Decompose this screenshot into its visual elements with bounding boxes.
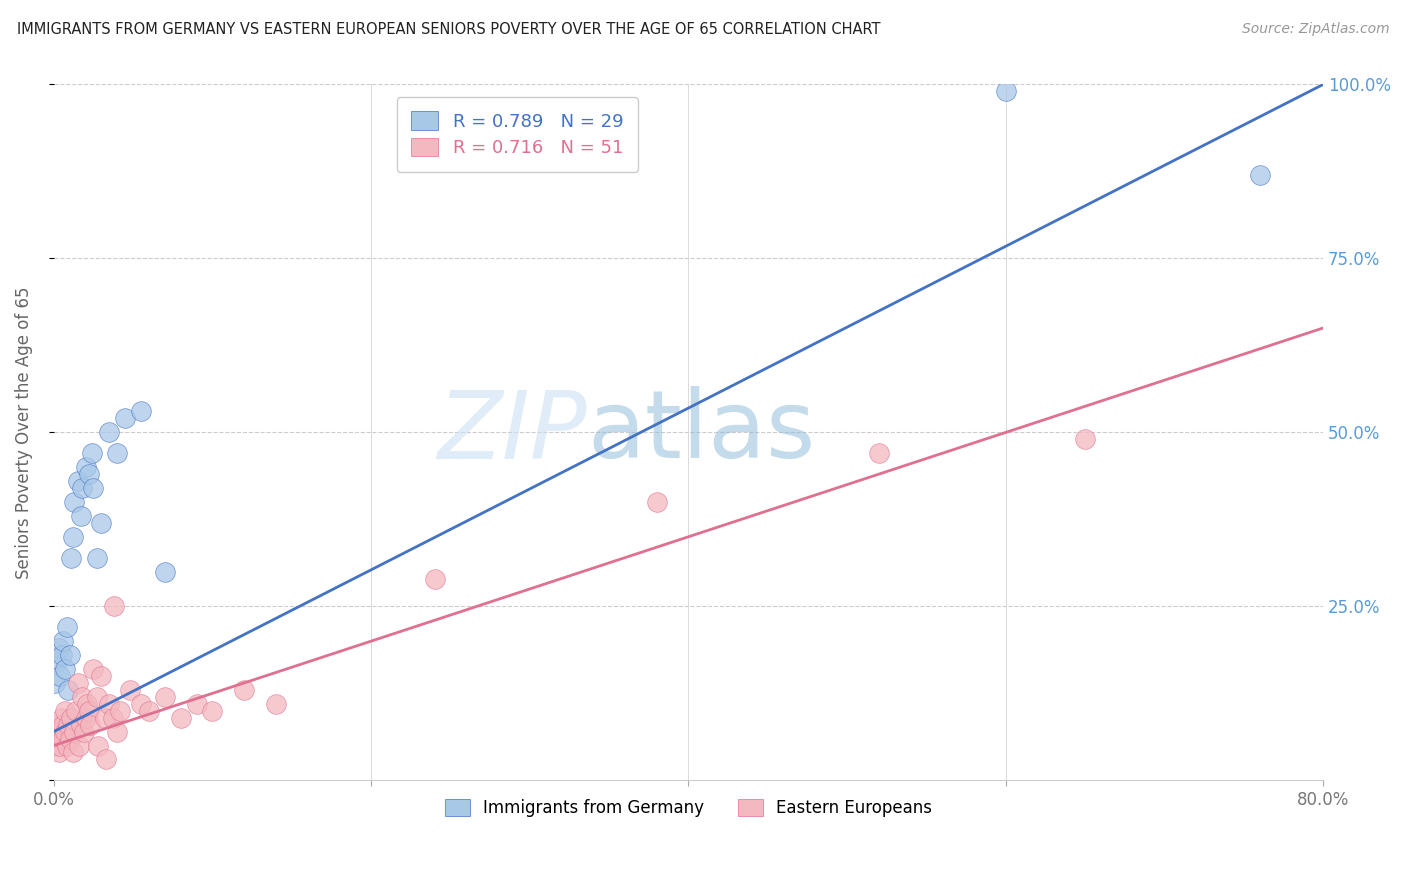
Point <box>69 717 91 731</box>
Point <box>63 724 86 739</box>
Point <box>93 711 115 725</box>
Point <box>98 697 121 711</box>
Point <box>53 662 76 676</box>
Point <box>55 739 77 753</box>
Point <box>63 495 86 509</box>
Point <box>423 572 446 586</box>
Point <box>59 648 82 662</box>
Point <box>110 704 132 718</box>
Point <box>153 565 176 579</box>
Point <box>233 682 256 697</box>
Point <box>96 752 118 766</box>
Text: IMMIGRANTS FROM GERMANY VS EASTERN EUROPEAN SENIORS POVERTY OVER THE AGE OF 65 C: IMMIGRANTS FROM GERMANY VS EASTERN EUROP… <box>17 22 880 37</box>
Point <box>83 481 105 495</box>
Point <box>129 697 152 711</box>
Point <box>44 676 66 690</box>
Point <box>90 516 112 530</box>
Point <box>79 717 101 731</box>
Point <box>67 739 90 753</box>
Point <box>51 711 73 725</box>
Point <box>44 739 66 753</box>
Point <box>103 599 125 614</box>
Point <box>153 690 176 704</box>
Point <box>48 746 70 760</box>
Point <box>645 495 668 509</box>
Point <box>868 446 890 460</box>
Text: Source: ZipAtlas.com: Source: ZipAtlas.com <box>1241 22 1389 37</box>
Point <box>186 697 208 711</box>
Point <box>72 481 94 495</box>
Point <box>60 711 83 725</box>
Text: atlas: atlas <box>586 386 815 478</box>
Point <box>62 530 84 544</box>
Point <box>52 634 75 648</box>
Point <box>49 724 72 739</box>
Point <box>75 460 97 475</box>
Point <box>101 711 124 725</box>
Point <box>87 739 110 753</box>
Point <box>201 704 224 718</box>
Point <box>46 731 69 746</box>
Point <box>138 704 160 718</box>
Point <box>994 84 1017 98</box>
Point <box>65 704 87 718</box>
Point <box>86 690 108 704</box>
Point <box>1249 168 1271 182</box>
Point <box>53 724 76 739</box>
Point <box>49 669 72 683</box>
Point <box>86 550 108 565</box>
Legend: Immigrants from Germany, Eastern Europeans: Immigrants from Germany, Eastern Europea… <box>439 793 939 824</box>
Point <box>66 676 89 690</box>
Point <box>56 682 79 697</box>
Point <box>66 474 89 488</box>
Point <box>62 746 84 760</box>
Point <box>80 446 103 460</box>
Point <box>72 690 94 704</box>
Point <box>170 711 193 725</box>
Point <box>76 697 98 711</box>
Point <box>118 682 141 697</box>
Text: ZIP: ZIP <box>437 387 586 478</box>
Point <box>52 731 75 746</box>
Point <box>77 704 100 718</box>
Point <box>105 724 128 739</box>
Point <box>1074 433 1097 447</box>
Point <box>75 711 97 725</box>
Point <box>46 655 69 669</box>
Point <box>53 704 76 718</box>
Point <box>129 404 152 418</box>
Point <box>73 724 96 739</box>
Point <box>90 669 112 683</box>
Point <box>114 411 136 425</box>
Point <box>48 641 70 656</box>
Point <box>51 648 73 662</box>
Point <box>77 467 100 482</box>
Point <box>56 717 79 731</box>
Point <box>55 620 77 634</box>
Point <box>49 739 72 753</box>
Point <box>69 508 91 523</box>
Point <box>98 425 121 440</box>
Point <box>264 697 287 711</box>
Point <box>83 662 105 676</box>
Point <box>60 550 83 565</box>
Point <box>105 446 128 460</box>
Point <box>59 731 82 746</box>
Point <box>46 717 69 731</box>
Point <box>52 717 75 731</box>
Y-axis label: Seniors Poverty Over the Age of 65: Seniors Poverty Over the Age of 65 <box>15 286 32 579</box>
